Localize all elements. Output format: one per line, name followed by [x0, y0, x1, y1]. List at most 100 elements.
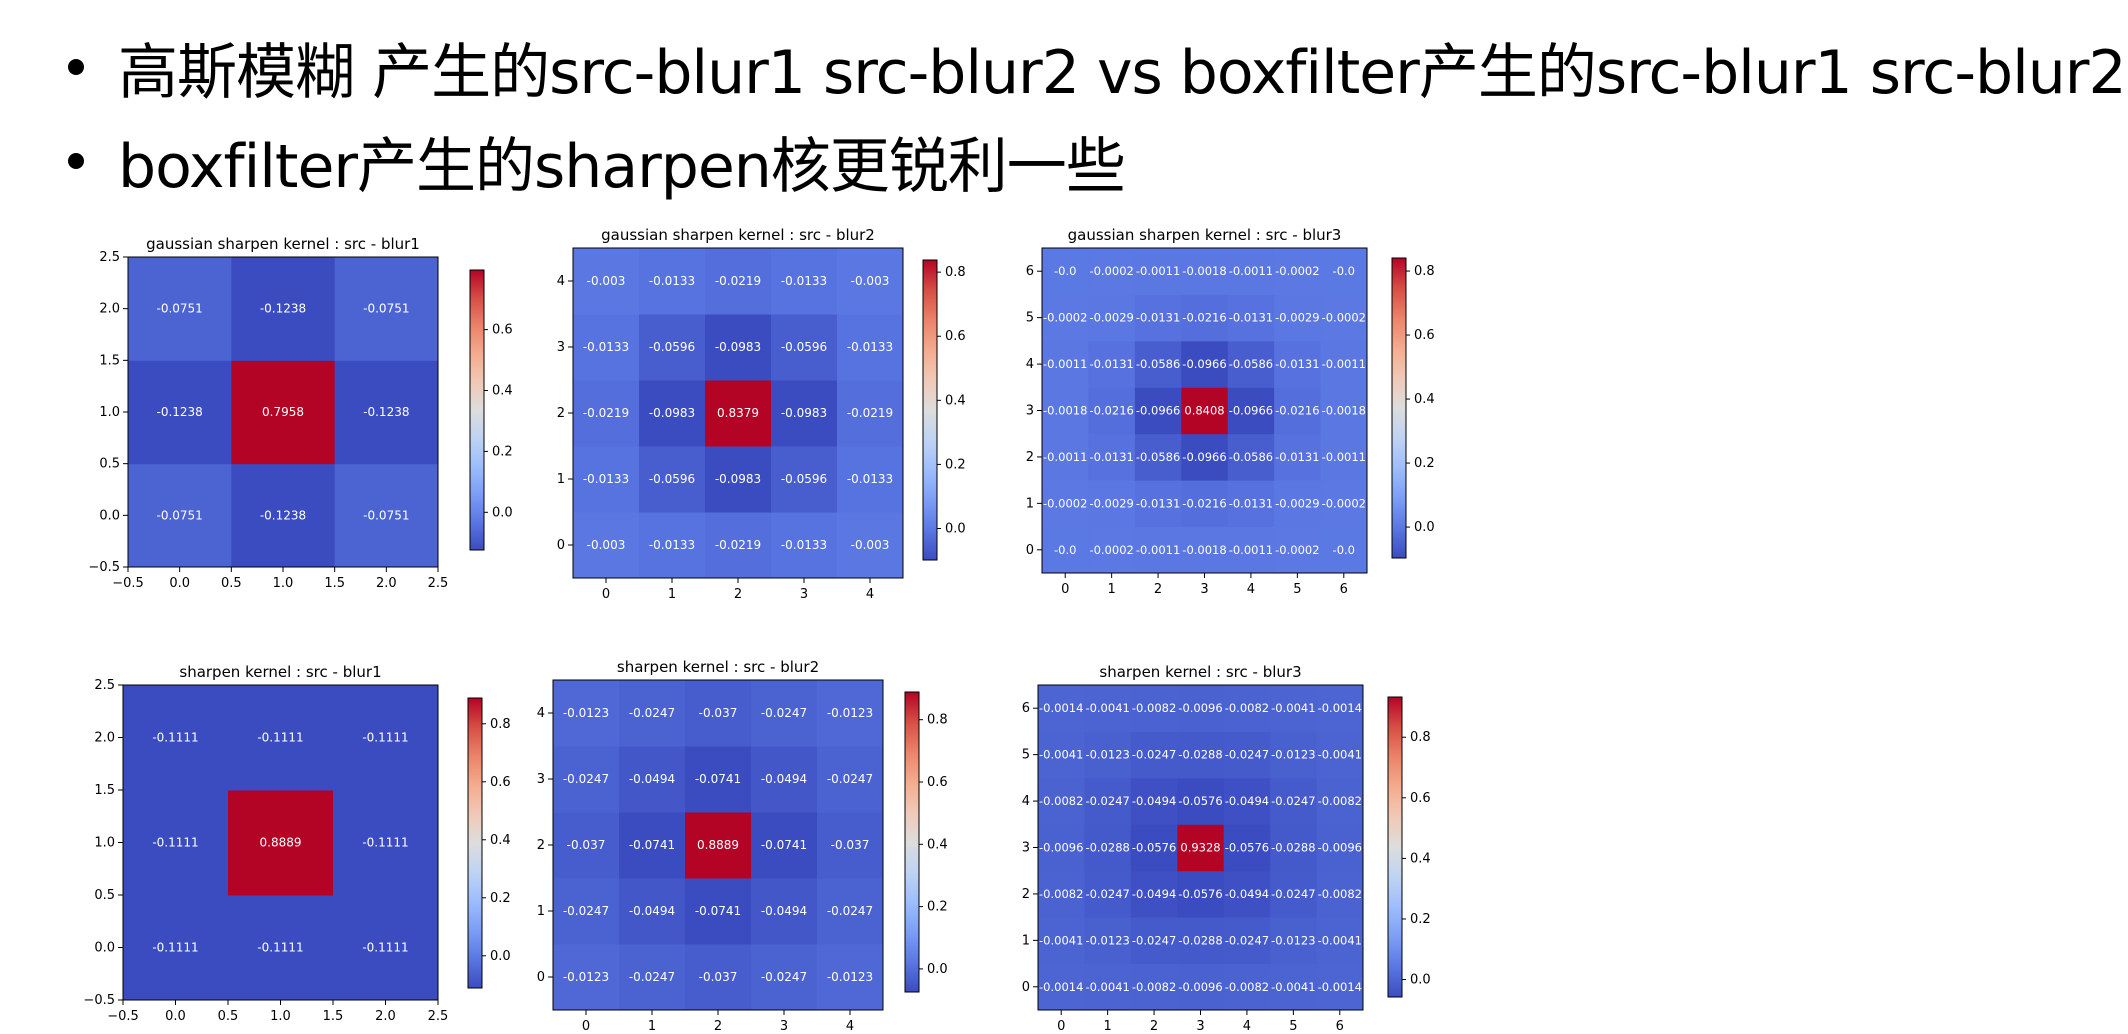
cell-value-label: -0.0247 [761, 706, 807, 720]
cell-value-label: -0.0018 [1182, 264, 1226, 278]
cell-value-label: -0.0131 [1275, 357, 1319, 371]
heatmap-cell [123, 790, 229, 896]
heatmap-cell [837, 380, 904, 447]
cell-value-label: -0.0219 [847, 406, 893, 420]
cell-value-label: -0.0014 [1318, 980, 1362, 994]
colorbar-tick-label: 0.0 [927, 962, 948, 977]
heatmap-cell [553, 812, 620, 879]
heatmap-cell [1320, 387, 1368, 435]
colorbar-tick-label: 0.4 [1410, 851, 1431, 866]
heatmap-cell [685, 944, 752, 1011]
cell-value-label: -0.0247 [1271, 794, 1315, 808]
heatmap-cell [1223, 917, 1271, 965]
heatmap-cell [1223, 731, 1271, 779]
cell-value-label: -0.0041 [1039, 933, 1083, 947]
heatmap-cell [817, 944, 884, 1011]
heatmap-cell [1270, 685, 1318, 732]
heatmap-cell [1316, 731, 1364, 779]
heatmap-cell [553, 746, 620, 813]
heatmap-cell [639, 380, 706, 447]
chart-title: sharpen kernel : src - blur1 [179, 663, 381, 681]
cell-value-label: -0.0741 [761, 838, 807, 852]
heatmap-cell [751, 746, 818, 813]
colorbar-tick-label: 0.2 [1414, 456, 1435, 471]
heatmap-cell [1084, 870, 1132, 918]
heatmap-cell [817, 680, 884, 747]
cell-value-label: -0.0133 [649, 274, 695, 288]
heatmap-cell [228, 685, 334, 791]
heatmap-cell [231, 463, 336, 568]
cell-value-label: -0.0494 [1132, 794, 1176, 808]
heatmap-cells: -0.003 -0.0133 -0.0219 -0.0133 -0.003 -0.0133… [573, 248, 904, 579]
heatmap-cell [553, 878, 620, 945]
y-tick-label: 2 [1026, 450, 1034, 465]
heatmap-cell [1320, 294, 1368, 342]
colorbar-tick-label: 0.8 [1414, 264, 1435, 279]
x-tick-label: 3 [1196, 1019, 1204, 1034]
colorbar-tick-label: 0.4 [490, 833, 511, 848]
cell-value-label: -0.1238 [157, 405, 203, 419]
cell-value-label: -0.0247 [1085, 887, 1129, 901]
heatmap-cell [639, 314, 706, 381]
x-tick-label: 2.5 [428, 1009, 449, 1024]
cell-value-label: -0.003 [851, 274, 890, 288]
cell-value-label: -0.0494 [629, 772, 675, 786]
y-tick-label: 2 [1022, 887, 1030, 902]
heatmap-box-blur3: sharpen kernel : src - blur3-0.0014 -0.00… [1022, 663, 1431, 1034]
cell-value-label: -0.0133 [649, 538, 695, 552]
y-tick-label: 0 [1022, 980, 1030, 995]
heatmap-gaussian-blur1: gaussian sharpen kernel : src - blur1 -0.… [88, 235, 512, 591]
bullet-text: boxfilter产生的sharpen核更锐利一些 [118, 131, 1126, 202]
heatmap-cell [1316, 824, 1364, 872]
cell-value-label: -0.0288 [1271, 841, 1315, 855]
x-tick-label: 3 [800, 587, 808, 602]
colorbar-tick-label: 0.8 [945, 265, 966, 280]
cell-value-label: -0.0029 [1275, 311, 1319, 325]
y-tick-label: 5 [1022, 748, 1030, 763]
cell-value-label: -0.0133 [781, 538, 827, 552]
cell-value-label: -0.0966 [1182, 357, 1226, 371]
y-tick-label: 0 [557, 538, 565, 553]
x-tick-label: 2 [714, 1019, 722, 1034]
bullet-dot [68, 59, 84, 75]
y-tick-label: 0.5 [99, 457, 120, 472]
cell-value-label: -0.0494 [761, 904, 807, 918]
cell-value-label: 0.8408 [1184, 404, 1224, 418]
x-tick-label: 2.0 [376, 576, 397, 591]
heatmap-cell [231, 360, 336, 465]
cell-value-label: -0.1111 [257, 731, 303, 745]
cell-value-label: -0.0219 [715, 538, 761, 552]
heatmap-cell [1274, 433, 1322, 481]
cell-value-label: -0.0288 [1178, 748, 1222, 762]
heatmap-cell [1227, 480, 1275, 528]
colorbar-tick-label: 0.8 [1410, 730, 1431, 745]
cell-value-label: -0.0216 [1182, 311, 1226, 325]
cell-value-label: -0.0751 [363, 302, 409, 316]
cell-value-label: -0.0011 [1322, 450, 1366, 464]
heatmap-cell [334, 360, 439, 465]
heatmap-cell [1084, 963, 1132, 1011]
cell-value-label: -0.0247 [563, 772, 609, 786]
x-tick-label: 0 [1061, 582, 1069, 597]
bullet-dot [68, 153, 84, 169]
heatmap-cell [1316, 870, 1364, 918]
heatmap-cell [1227, 387, 1275, 435]
colorbar-tick-label: 0.0 [945, 522, 966, 537]
heatmap-cell [1038, 731, 1085, 779]
cell-value-label: -0.0002 [1043, 496, 1087, 510]
heatmap-cell [573, 512, 640, 579]
colorbar [922, 259, 938, 561]
cell-value-label: -0.0983 [649, 406, 695, 420]
x-tick-label: −0.5 [112, 576, 144, 591]
heatmap-cell [128, 360, 232, 465]
x-tick-label: 3 [780, 1019, 788, 1034]
colorbar-tick-label: 0.2 [1410, 912, 1431, 927]
cell-value-label: -0.0123 [1271, 933, 1315, 947]
heatmap-cell [123, 685, 229, 791]
cell-value-label: 0.8379 [717, 406, 759, 420]
cell-value-label: -0.0 [1333, 264, 1355, 278]
cell-value-label: -0.0131 [1229, 311, 1273, 325]
y-tick-label: 2 [557, 406, 565, 421]
cell-value-label: -0.0586 [1136, 357, 1180, 371]
cell-value-label: -0.0096 [1039, 841, 1083, 855]
